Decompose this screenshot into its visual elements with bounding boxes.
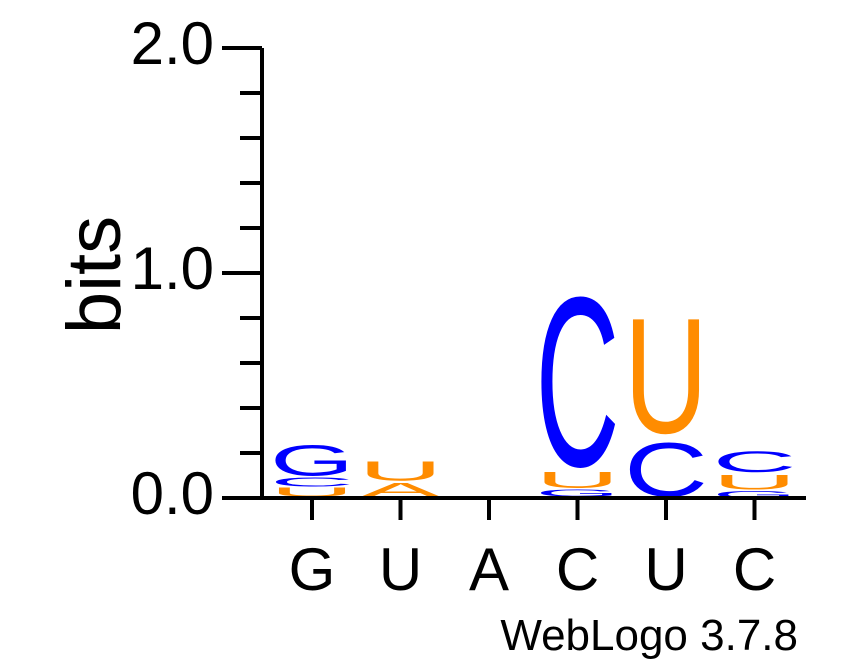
logo-letter-u: U (270, 485, 354, 499)
x-tick-label: U (644, 536, 687, 603)
y-axis-label: bits (52, 216, 137, 334)
logo-letter-u: U (712, 470, 796, 494)
x-tick-label: U (379, 536, 422, 603)
weblogo-credit: WebLogo 3.7.8 (500, 611, 798, 660)
x-tick-label: A (469, 536, 509, 603)
logo-letter-c: C (713, 445, 797, 478)
x-tick-label: G (289, 536, 336, 603)
y-tick-label: 0.0 (131, 460, 214, 527)
logo-letter-g: G (270, 437, 354, 485)
logo-letter-u: U (359, 455, 443, 486)
logo-letter-c: C (535, 248, 619, 518)
y-tick-label: 2.0 (131, 10, 214, 77)
axes: 0.01.02.0G U A C U C (131, 10, 806, 603)
x-tick-label: C (733, 536, 776, 603)
x-tick-label: C (556, 536, 599, 603)
y-tick-label: 1.0 (131, 235, 214, 302)
letter-stacks: AUCGAUAGUCCUGUC (270, 248, 797, 518)
logo-letter-g: G (536, 488, 620, 499)
logo-letter-g: G (713, 489, 797, 500)
logo-letter-u: U (536, 467, 620, 493)
logo-letter-u: U (624, 285, 708, 469)
logo-letter-c: C (270, 475, 354, 489)
